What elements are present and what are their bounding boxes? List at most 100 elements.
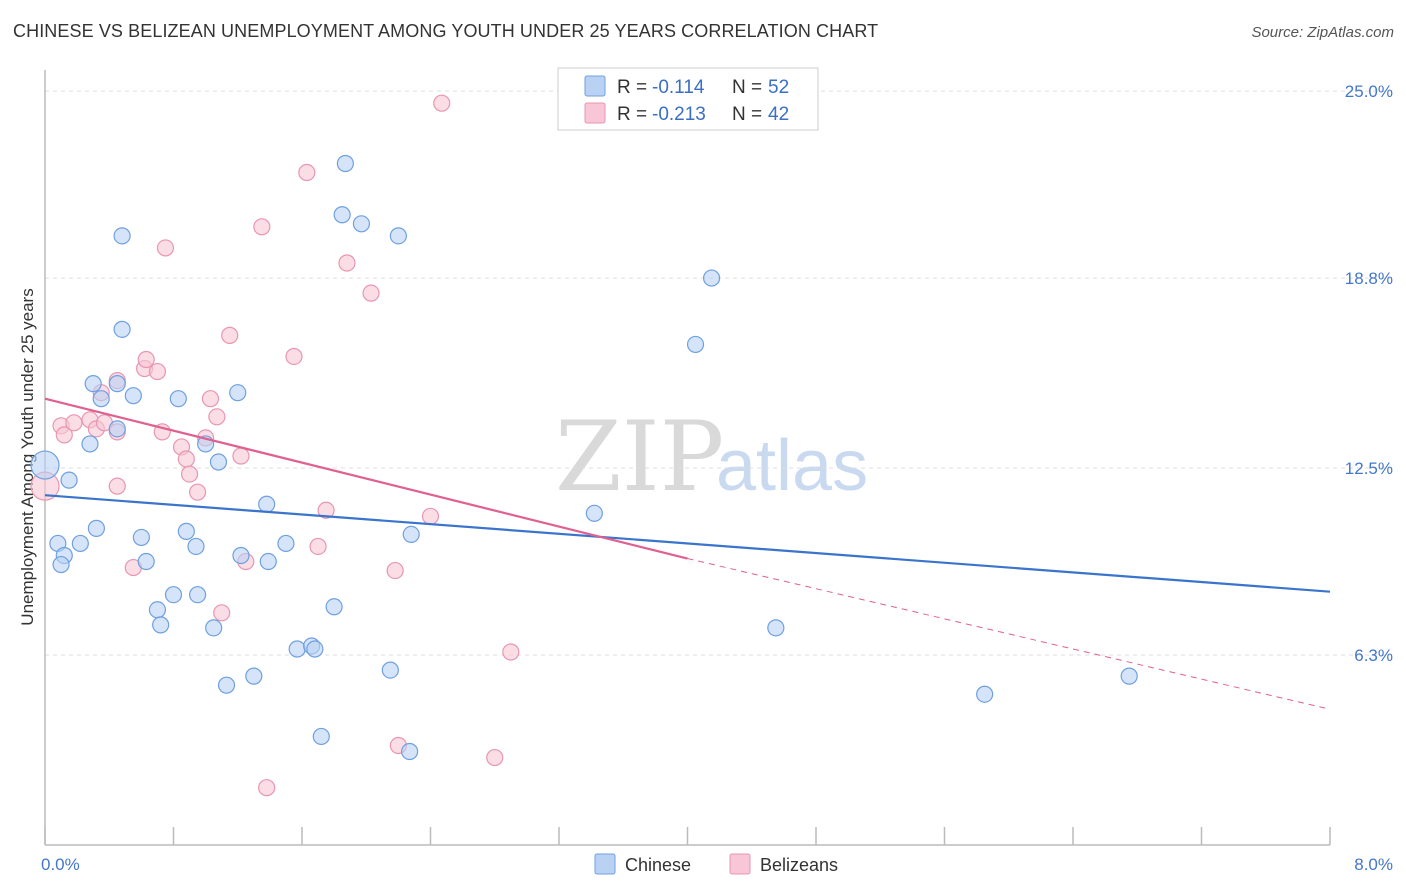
y-axis-label: Unemployment Among Youth under 25 years bbox=[18, 288, 37, 625]
point-chinese-47 bbox=[767, 619, 785, 637]
point-chinese-51 bbox=[108, 420, 126, 438]
y-tick-labels: 25.0% 18.8% 12.5% 6.3% bbox=[1345, 82, 1393, 665]
point-belizeans-18 bbox=[180, 465, 199, 483]
point-belizeans-35 bbox=[386, 561, 404, 580]
point-chinese-32 bbox=[288, 640, 306, 658]
legend-n-label-2: N = bbox=[732, 104, 762, 125]
trend-lines bbox=[44, 397, 1331, 710]
series-belizeans-points bbox=[30, 94, 520, 797]
chart-source: Source: ZipAtlas.com bbox=[1251, 24, 1394, 41]
point-chinese-12 bbox=[113, 227, 131, 245]
point-belizeans-37 bbox=[433, 94, 451, 112]
point-chinese-20 bbox=[187, 537, 205, 556]
trend-line-belizeans bbox=[44, 397, 688, 560]
point-belizeans-36 bbox=[421, 507, 440, 525]
point-chinese-21 bbox=[188, 586, 207, 604]
series-legend: Chinese Belizeans bbox=[594, 853, 838, 875]
point-belizeans-23 bbox=[221, 326, 239, 344]
point-chinese-37 bbox=[333, 206, 351, 224]
point-belizeans-29 bbox=[298, 163, 316, 182]
x-tick-label-0: 0.0% bbox=[41, 855, 80, 874]
legend-r-label-1: R = bbox=[617, 77, 647, 98]
point-belizeans-19 bbox=[188, 483, 207, 501]
y-tick-label-0: 25.0% bbox=[1345, 82, 1393, 101]
legend-r-value-2: -0.213 bbox=[652, 104, 706, 125]
point-chinese-9 bbox=[84, 375, 102, 393]
point-chinese-48 bbox=[976, 685, 994, 703]
point-chinese-40 bbox=[381, 661, 399, 679]
point-chinese-11 bbox=[113, 320, 131, 338]
trend-line-belizeans-extension bbox=[687, 558, 1331, 710]
point-chinese-23 bbox=[205, 619, 223, 637]
chart-title: CHINESE VS BELIZEAN UNEMPLOYMENT AMONG Y… bbox=[13, 21, 879, 41]
point-chinese-10 bbox=[108, 375, 126, 393]
point-chinese-0 bbox=[30, 450, 60, 480]
point-chinese-50 bbox=[124, 387, 142, 405]
point-chinese-28 bbox=[245, 667, 263, 685]
point-chinese-42 bbox=[401, 742, 419, 761]
bottom-legend-belizeans: Belizeans bbox=[760, 855, 838, 875]
point-chinese-15 bbox=[148, 601, 167, 619]
point-belizeans-33 bbox=[362, 284, 380, 302]
point-chinese-8 bbox=[92, 390, 110, 408]
point-belizeans-27 bbox=[258, 779, 276, 797]
point-belizeans-40 bbox=[156, 239, 175, 257]
point-belizeans-21 bbox=[208, 408, 226, 426]
point-chinese-44 bbox=[585, 504, 603, 522]
legend-swatch-belizeans bbox=[584, 102, 606, 124]
point-chinese-24 bbox=[209, 453, 228, 471]
point-chinese-34 bbox=[306, 640, 324, 658]
point-belizeans-39 bbox=[502, 643, 520, 661]
point-belizeans-31 bbox=[317, 501, 335, 519]
x-tick-label-1: 8.0% bbox=[1354, 855, 1393, 874]
point-chinese-5 bbox=[71, 534, 89, 553]
correlation-legend: R = -0.114 N = 52 R = -0.213 N = 42 bbox=[557, 67, 819, 131]
point-chinese-49 bbox=[1120, 667, 1138, 685]
point-chinese-35 bbox=[312, 727, 330, 746]
y-tick-label-3: 6.3% bbox=[1354, 646, 1393, 665]
point-chinese-38 bbox=[336, 154, 354, 173]
point-chinese-18 bbox=[169, 390, 187, 408]
legend-swatch-chinese bbox=[584, 75, 606, 97]
point-chinese-1 bbox=[60, 471, 78, 489]
point-belizeans-2 bbox=[55, 426, 73, 444]
legend-r-label-2: R = bbox=[617, 104, 647, 125]
point-chinese-6 bbox=[87, 519, 106, 537]
series-chinese-points bbox=[30, 154, 1138, 761]
point-belizeans-20 bbox=[201, 390, 220, 408]
point-belizeans-28 bbox=[285, 347, 303, 366]
point-chinese-46 bbox=[702, 269, 721, 287]
legend-n-value-1: 52 bbox=[768, 77, 789, 98]
point-chinese-13 bbox=[132, 528, 150, 547]
point-chinese-17 bbox=[164, 586, 183, 604]
point-chinese-41 bbox=[389, 227, 407, 245]
point-belizeans-17 bbox=[177, 450, 195, 468]
point-chinese-31 bbox=[277, 534, 295, 553]
bottom-legend-swatch-chinese bbox=[594, 853, 616, 875]
legend-n-value-2: 42 bbox=[768, 104, 789, 125]
point-belizeans-30 bbox=[309, 537, 327, 556]
point-belizeans-14 bbox=[148, 362, 167, 381]
y-tick-label-1: 18.8% bbox=[1345, 269, 1393, 288]
legend-r-value-1: -0.114 bbox=[652, 77, 705, 98]
point-belizeans-38 bbox=[486, 748, 504, 767]
legend-n-label-1: N = bbox=[732, 77, 762, 98]
point-chinese-39 bbox=[352, 215, 371, 233]
bottom-legend-swatch-belizeans bbox=[729, 853, 751, 875]
x-tick-labels: 0.0% 8.0% bbox=[41, 855, 1393, 874]
point-belizeans-26 bbox=[253, 218, 271, 236]
y-tick-label-2: 12.5% bbox=[1345, 459, 1393, 478]
watermark-zip: ZIP bbox=[555, 401, 724, 513]
point-chinese-19 bbox=[177, 522, 195, 540]
grid bbox=[45, 90, 1392, 656]
trend-line-chinese bbox=[44, 494, 1331, 593]
point-belizeans-24 bbox=[232, 447, 250, 465]
point-chinese-4 bbox=[52, 555, 70, 574]
point-belizeans-3 bbox=[65, 414, 83, 432]
bottom-legend-chinese: Chinese bbox=[625, 855, 691, 875]
point-chinese-36 bbox=[325, 598, 343, 616]
point-belizeans-22 bbox=[213, 604, 231, 622]
point-chinese-26 bbox=[229, 384, 247, 402]
point-chinese-14 bbox=[137, 552, 155, 571]
